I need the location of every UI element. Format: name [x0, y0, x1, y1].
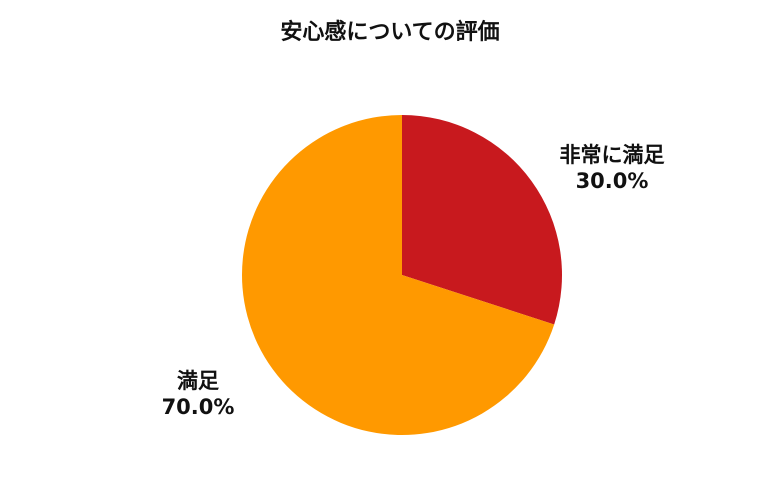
slice-label-1: 満足	[177, 369, 219, 393]
slice-value-label-0: 30.0%	[576, 169, 649, 193]
pie-slice-0	[402, 115, 562, 325]
pie-slice-1	[242, 115, 555, 435]
chart-title: 安心感についての評価	[280, 20, 500, 45]
slice-label-0: 非常に満足	[560, 143, 665, 167]
slice-value-label-1: 70.0%	[162, 395, 235, 419]
pie-slices	[242, 115, 562, 435]
